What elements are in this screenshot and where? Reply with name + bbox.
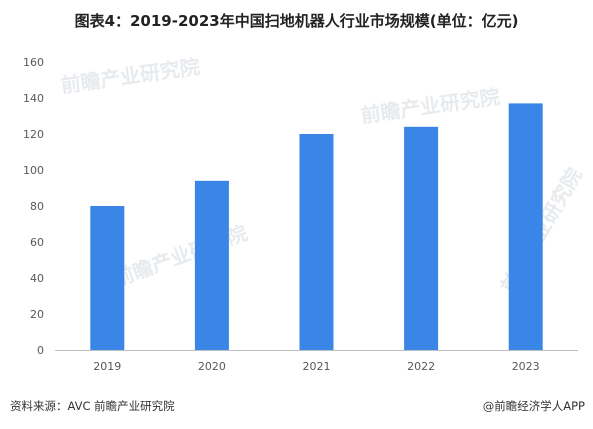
x-tick-label: 2021: [303, 360, 331, 373]
x-tick-label: 2020: [198, 360, 226, 373]
bar-2019: [90, 206, 125, 350]
y-tick-label: 140: [23, 92, 44, 105]
source-note: 资料来源：AVC 前瞻产业研究院: [10, 399, 175, 413]
y-tick-label: 80: [30, 200, 44, 213]
y-tick-label: 120: [23, 128, 44, 141]
y-tick-label: 20: [30, 308, 44, 321]
y-tick-label: 100: [23, 164, 44, 177]
bars: [90, 103, 543, 351]
x-tick-label: 2023: [512, 360, 540, 373]
y-tick-label: 0: [37, 344, 44, 357]
bar-2023: [508, 103, 543, 351]
y-tick-label: 40: [30, 272, 44, 285]
x-axis-ticks: 2019 2020 2021 2022 2023: [93, 360, 539, 373]
bar-2020: [194, 180, 229, 350]
y-tick-label: 160: [23, 56, 44, 69]
bar-2022: [404, 126, 439, 350]
x-tick-label: 2022: [407, 360, 435, 373]
bar-2021: [299, 134, 334, 350]
chart-title: 图表4：2019-2023年中国扫地机器人行业市场规模(单位：亿元): [74, 12, 519, 30]
x-tick-label: 2019: [93, 360, 121, 373]
y-axis-ticks: 0 20 40 60 80 100 120 140 160: [23, 56, 44, 357]
y-tick-label: 60: [30, 236, 44, 249]
brand-note: @前瞻经济学人APP: [482, 399, 585, 413]
